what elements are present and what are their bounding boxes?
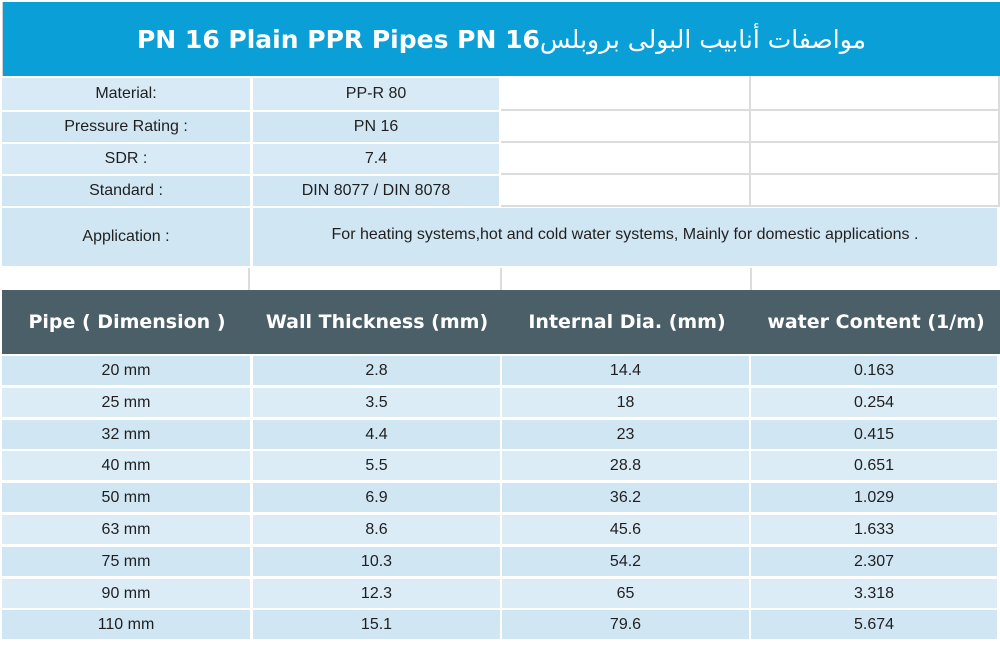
spec-value-application: For heating systems,hot and cold water s… <box>253 208 997 266</box>
spacer-cell <box>502 268 752 290</box>
table-cell: 110 mm <box>2 610 250 639</box>
table-cell: 40 mm <box>2 451 250 480</box>
spacer-cell <box>752 268 1000 290</box>
table-cell: 5.5 <box>253 451 500 480</box>
table-cell: 50 mm <box>2 483 250 512</box>
table-cell: 28.8 <box>502 451 749 480</box>
table-cell: 0.254 <box>751 388 997 417</box>
spec-empty-cell <box>501 111 751 143</box>
table-cell: 3.318 <box>751 579 997 608</box>
table-cell: 3.5 <box>253 388 500 417</box>
column-header-pipe-dimension: Pipe ( Dimension ) <box>28 311 226 333</box>
table-cell: 4.4 <box>253 420 500 449</box>
table-cell: 8.6 <box>253 515 500 544</box>
column-header-water-content: water Content (1/m) <box>767 311 985 333</box>
table-header: Pipe ( Dimension ) Wall Thickness (mm) I… <box>2 290 1000 354</box>
spec-value-sdr: 7.4 <box>253 144 499 174</box>
spec-empty-cell <box>751 143 1000 175</box>
table-cell: 23 <box>502 420 749 449</box>
title-arabic: مواصفات أنابيب البولى بروبلس <box>539 24 867 54</box>
title-english: PN 16 Plain PPR Pipes PN 16 <box>136 24 540 54</box>
spec-value-standard: DIN 8077 / DIN 8078 <box>253 176 499 206</box>
table-cell: 10.3 <box>253 547 500 576</box>
table-cell: 18 <box>502 388 749 417</box>
table-cell: 32 mm <box>2 420 250 449</box>
table-cell: 20 mm <box>2 356 250 385</box>
column-header-wall-thickness: Wall Thickness (mm) <box>265 311 489 333</box>
spacer-cell <box>252 268 502 290</box>
spec-empty-cell <box>501 175 751 207</box>
spec-label-pressure-rating: Pressure Rating : <box>2 112 250 142</box>
table-cell: 54.2 <box>502 547 749 576</box>
spec-empty-cell <box>501 143 751 175</box>
table-cell: 6.9 <box>253 483 500 512</box>
spec-label-material: Material: <box>2 78 250 110</box>
table-cell: 1.633 <box>751 515 997 544</box>
spec-value-pressure-rating: PN 16 <box>253 112 499 142</box>
spec-label-application: Application : <box>2 208 250 266</box>
table-cell: 2.8 <box>253 356 500 385</box>
table-cell: 14.4 <box>502 356 749 385</box>
table-cell: 0.163 <box>751 356 997 385</box>
table-cell: 79.6 <box>502 610 749 639</box>
spec-empty-cell <box>751 111 1000 143</box>
spacer-cell <box>2 268 250 290</box>
table-cell: 0.415 <box>751 420 997 449</box>
spec-empty-cell <box>751 76 1000 111</box>
spec-label-sdr: SDR : <box>2 144 250 174</box>
table-cell: 75 mm <box>2 547 250 576</box>
spec-empty-cell <box>501 76 751 111</box>
spec-value-material: PP-R 80 <box>253 78 499 110</box>
table-cell: 15.1 <box>253 610 500 639</box>
table-cell: 65 <box>502 579 749 608</box>
table-cell: 0.651 <box>751 451 997 480</box>
spec-empty-cell <box>751 175 1000 207</box>
table-cell: 2.307 <box>751 547 997 576</box>
spec-label-standard: Standard : <box>2 176 250 206</box>
table-cell: 5.674 <box>751 610 997 639</box>
table-cell: 12.3 <box>253 579 500 608</box>
table-cell: 1.029 <box>751 483 997 512</box>
page-title: PN 16 Plain PPR Pipes PN 16 مواصفات أناب… <box>2 2 1000 76</box>
table-cell: 90 mm <box>2 579 250 608</box>
table-cell: 63 mm <box>2 515 250 544</box>
column-header-internal-dia: Internal Dia. (mm) <box>528 311 726 333</box>
table-cell: 45.6 <box>502 515 749 544</box>
table-cell: 25 mm <box>2 388 250 417</box>
table-cell: 36.2 <box>502 483 749 512</box>
